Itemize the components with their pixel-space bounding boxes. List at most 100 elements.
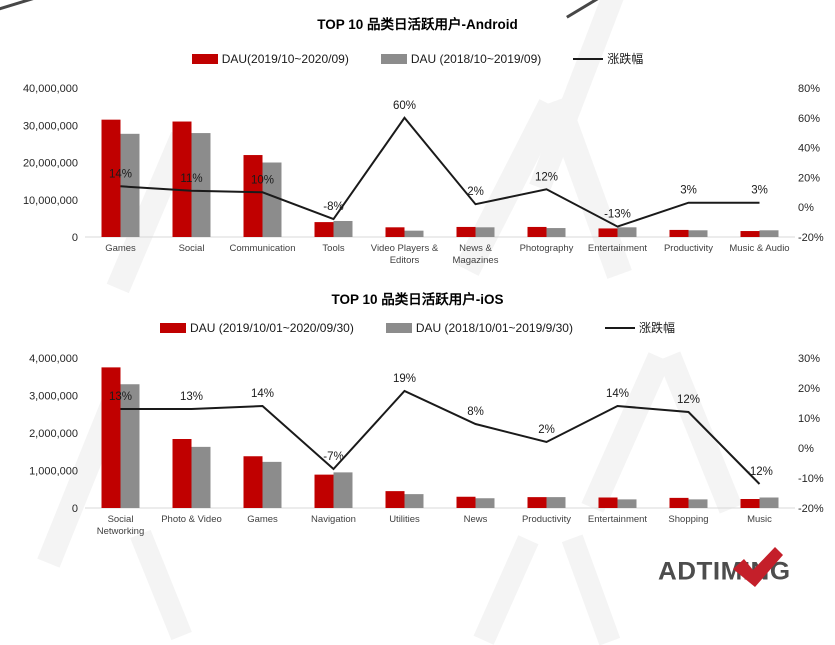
bar-previous	[120, 384, 140, 508]
y-right-tick-label: 40%	[798, 143, 820, 155]
point-label: 11%	[180, 173, 202, 185]
legend-item-dau-previous: DAU (2018/10/01~2019/9/30)	[385, 320, 573, 335]
y-left-tick-label: 40,000,000	[23, 83, 78, 95]
point-label: -7%	[323, 451, 343, 463]
bar-previous	[546, 497, 566, 508]
y-right-tick-label: 20%	[798, 172, 820, 184]
category-label: Games	[105, 243, 136, 254]
bar-previous	[191, 133, 211, 237]
legend-label: DAU (2018/10/01~2019/9/30)	[415, 320, 573, 335]
bar-current	[527, 226, 547, 237]
y-left-tick-label: 30,000,000	[23, 120, 78, 132]
bar-current	[172, 121, 192, 237]
category-label: Games	[247, 514, 278, 525]
category-label: Editors	[390, 255, 420, 266]
gray-bar-swatch-icon	[385, 322, 412, 333]
y-right-tick-label: -10%	[798, 473, 824, 485]
bar-previous	[475, 498, 495, 508]
category-label: Music & Audio	[729, 243, 789, 254]
bar-previous	[333, 220, 353, 237]
y-right-tick-label: 0%	[798, 202, 814, 214]
ios-chart-legend: DAU (2019/10/01~2020/09/30) DAU (2018/10…	[0, 319, 835, 336]
category-label: Music	[747, 514, 772, 525]
y-left-tick-label: 2,000,000	[29, 428, 78, 440]
bar-current	[740, 231, 760, 237]
y-left-tick-label: 4,000,000	[29, 353, 78, 365]
checkmark-icon	[733, 547, 783, 587]
bar-current	[385, 227, 405, 237]
bar-current	[669, 497, 689, 508]
ios-chart-title: TOP 10 品类日活跃用户-iOS	[331, 292, 504, 307]
y-right-tick-label: 20%	[798, 383, 820, 395]
point-label: 13%	[180, 391, 203, 403]
y-left-tick-label: 10,000,000	[23, 195, 78, 207]
y-right-tick-label: -20%	[798, 503, 824, 515]
category-label: Photography	[520, 243, 574, 254]
bar-current	[598, 228, 618, 237]
bar-current	[456, 226, 476, 237]
point-label: 12%	[677, 394, 700, 406]
bar-previous	[262, 162, 282, 237]
point-label: -8%	[323, 201, 343, 213]
point-label: -13%	[604, 209, 631, 221]
bar-previous	[759, 497, 779, 508]
bar-previous	[404, 230, 424, 237]
corner-stripe-icon	[0, 0, 40, 12]
point-label: 14%	[251, 388, 274, 400]
legend-item-dau-previous: DAU (2018/10~2019/09)	[380, 52, 541, 66]
android-chart-title: TOP 10 品类日活跃用户-Android	[317, 17, 518, 32]
legend-item-trend: 涨跌幅	[604, 319, 675, 336]
category-label: Social	[108, 514, 134, 525]
bar-current	[527, 497, 547, 508]
legend-label: 涨跌幅	[638, 321, 675, 335]
point-label: 14%	[606, 388, 629, 400]
legend-label: DAU(2019/10~2020/09)	[221, 51, 349, 66]
legend-label: DAU (2019/10/01~2020/09/30)	[190, 320, 354, 335]
category-label: Photo & Video	[161, 514, 222, 525]
bar-current	[385, 491, 405, 508]
bar-previous	[191, 446, 211, 508]
bar-current	[740, 499, 760, 508]
legend-item-trend: 涨跌幅	[573, 50, 643, 67]
point-label: 3%	[751, 185, 768, 197]
category-label: News &	[459, 243, 492, 254]
bar-previous	[617, 227, 637, 237]
bar-current	[314, 222, 334, 237]
bar-current	[243, 155, 263, 237]
trend-line	[120, 389, 761, 485]
bar-current	[314, 474, 334, 508]
point-label: 19%	[393, 373, 416, 385]
bar-previous	[475, 227, 495, 237]
bar-current	[669, 229, 689, 237]
category-label: Productivity	[664, 243, 713, 254]
category-label: Productivity	[522, 514, 571, 525]
y-right-tick-label: 10%	[798, 413, 820, 425]
bar-current	[101, 119, 121, 237]
y-left-tick-label: 20,000,000	[23, 158, 78, 170]
point-label: 60%	[393, 100, 416, 112]
red-bar-swatch-icon	[160, 322, 187, 333]
line-swatch-icon	[604, 326, 635, 329]
y-right-tick-label: 60%	[798, 113, 820, 125]
legend-item-dau-current: DAU(2019/10~2020/09)	[191, 51, 349, 66]
category-label: Social	[179, 243, 205, 254]
bar-previous	[262, 461, 282, 508]
trend-line	[120, 116, 760, 228]
y-left-tick-label: 1,000,000	[29, 466, 78, 478]
y-left-tick-label: 3,000,000	[29, 391, 78, 403]
y-right-tick-label: 30%	[798, 353, 820, 365]
category-label: News	[464, 514, 488, 525]
category-label: Networking	[97, 526, 145, 537]
category-label: Navigation	[311, 514, 356, 525]
category-label: Entertainment	[588, 243, 648, 254]
red-bar-swatch-icon	[191, 53, 218, 64]
adtiming-logo: ADTIMING	[658, 547, 828, 594]
bar-current	[101, 367, 121, 508]
y-right-tick-label: 0%	[798, 443, 814, 455]
ios-chart-plot: 0 1,000,000 2,000,000 3,000,000 4,000,000 -20…	[29, 353, 824, 537]
point-label: 3%	[680, 185, 697, 197]
bar-current	[598, 497, 618, 508]
category-label: Magazines	[453, 255, 499, 266]
category-label: Entertainment	[588, 514, 648, 525]
bar-previous	[617, 499, 637, 508]
